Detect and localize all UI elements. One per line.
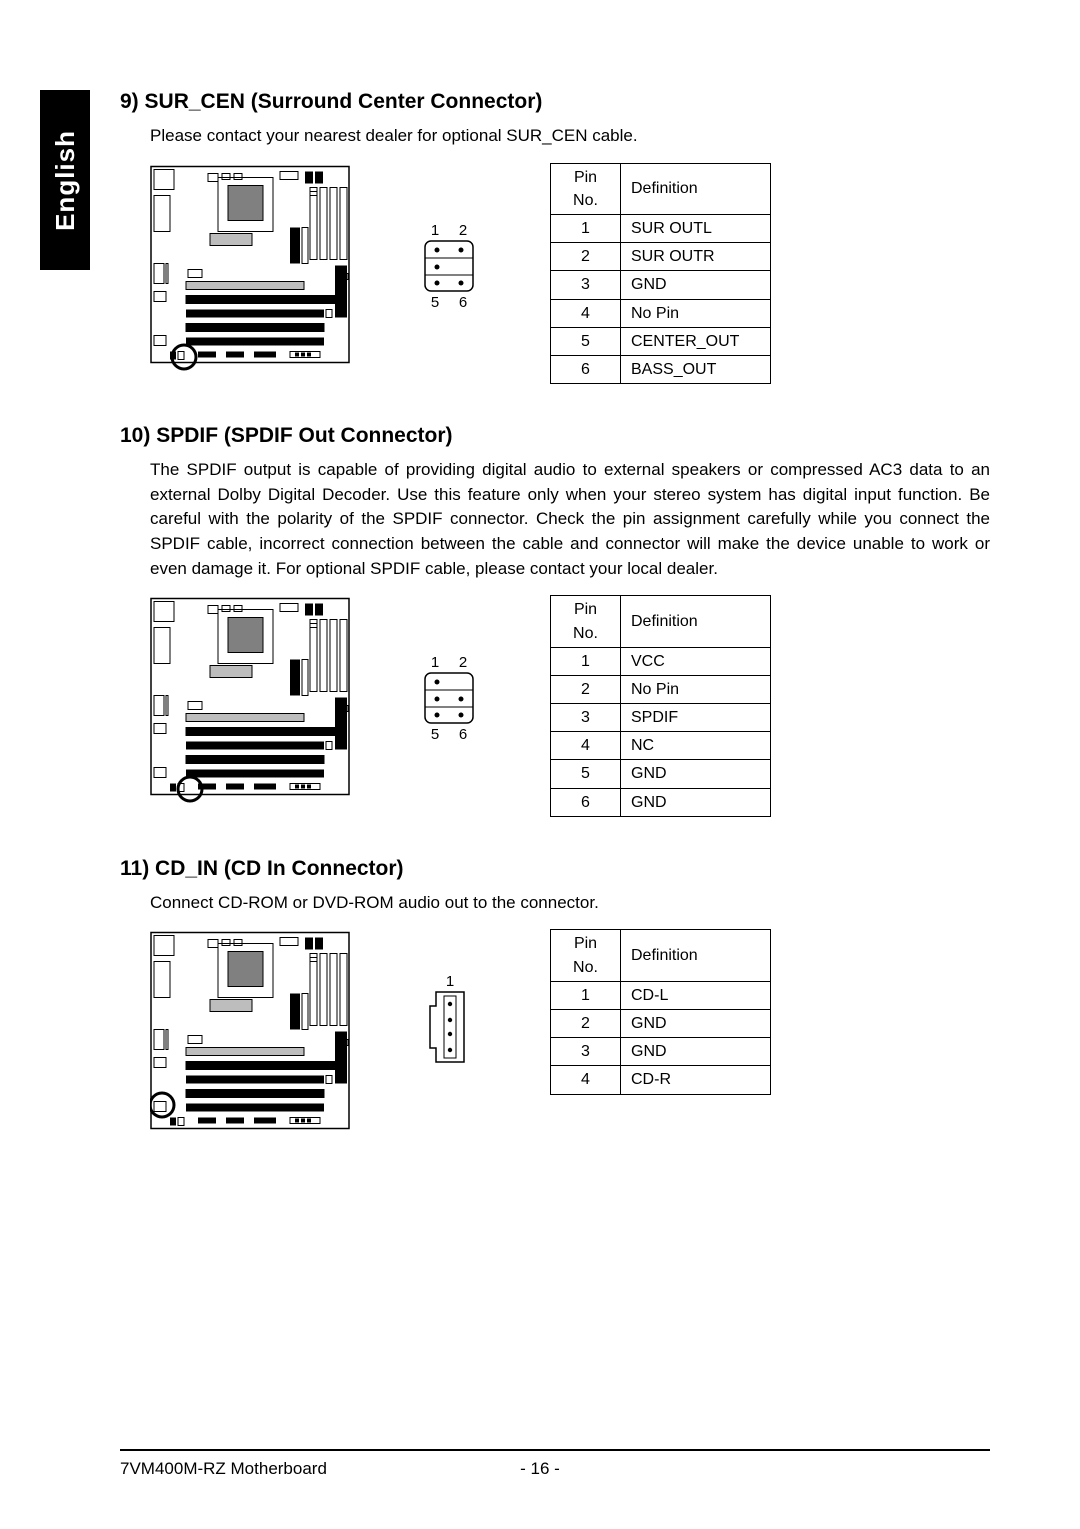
col-def: Definition bbox=[621, 596, 771, 647]
svg-text:1: 1 bbox=[431, 655, 439, 671]
svg-text:2: 2 bbox=[459, 223, 467, 239]
section-heading: SUR_CEN (Surround Center Connector) bbox=[145, 90, 543, 113]
section-desc: The SPDIF output is capable of providing… bbox=[150, 458, 990, 581]
col-pin: Pin No. bbox=[551, 163, 621, 214]
section-sur-cen: 9) SUR_CEN (Surround Center Connector) P… bbox=[120, 90, 990, 384]
svg-text:6: 6 bbox=[459, 294, 467, 311]
section-title: 10) SPDIF (SPDIF Out Connector) bbox=[120, 424, 990, 448]
section-heading: SPDIF (SPDIF Out Connector) bbox=[156, 424, 452, 447]
section-title: 9) SUR_CEN (Surround Center Connector) bbox=[120, 90, 990, 114]
language-tab: English bbox=[40, 90, 90, 270]
pin-table: Pin No. Definition 1CD-L 2GND 3GND 4CD-R bbox=[550, 929, 771, 1094]
col-def: Definition bbox=[621, 163, 771, 214]
col-pin: Pin No. bbox=[551, 930, 621, 981]
footer-page-number: - 16 - bbox=[0, 1459, 1080, 1479]
col-def: Definition bbox=[621, 930, 771, 981]
section-heading: CD_IN (CD In Connector) bbox=[155, 857, 404, 880]
section-desc: Connect CD-ROM or DVD-ROM audio out to t… bbox=[150, 891, 990, 916]
section-num: 9) bbox=[120, 90, 139, 113]
svg-text:5: 5 bbox=[431, 726, 439, 743]
col-pin: Pin No. bbox=[551, 596, 621, 647]
motherboard-diagram bbox=[150, 929, 350, 1139]
svg-text:6: 6 bbox=[459, 726, 467, 743]
motherboard-diagram bbox=[150, 595, 350, 805]
section-spdif: 10) SPDIF (SPDIF Out Connector) The SPDI… bbox=[120, 424, 990, 817]
pin-diagram: 1 2 5 bbox=[390, 163, 510, 373]
section-num: 11) bbox=[120, 857, 149, 880]
pin-table: Pin No. Definition 1SUR OUTL 2SUR OUTR 3… bbox=[550, 163, 771, 385]
pin-diagram: 1 2 5 bbox=[390, 595, 510, 805]
svg-text:2: 2 bbox=[459, 655, 467, 671]
pin-diagram: 1 bbox=[390, 929, 510, 1119]
motherboard-diagram bbox=[150, 163, 350, 373]
section-desc: Please contact your nearest dealer for o… bbox=[150, 124, 990, 149]
svg-text:5: 5 bbox=[431, 294, 439, 311]
footer-rule bbox=[120, 1449, 990, 1451]
language-tab-label: English bbox=[50, 130, 81, 231]
svg-text:1: 1 bbox=[431, 223, 439, 239]
svg-text:1: 1 bbox=[446, 974, 454, 990]
section-num: 10) bbox=[120, 424, 150, 447]
section-title: 11) CD_IN (CD In Connector) bbox=[120, 857, 990, 881]
section-cdin: 11) CD_IN (CD In Connector) Connect CD-R… bbox=[120, 857, 990, 1140]
pin-table: Pin No. Definition 1VCC 2No Pin 3SPDIF 4… bbox=[550, 595, 771, 817]
